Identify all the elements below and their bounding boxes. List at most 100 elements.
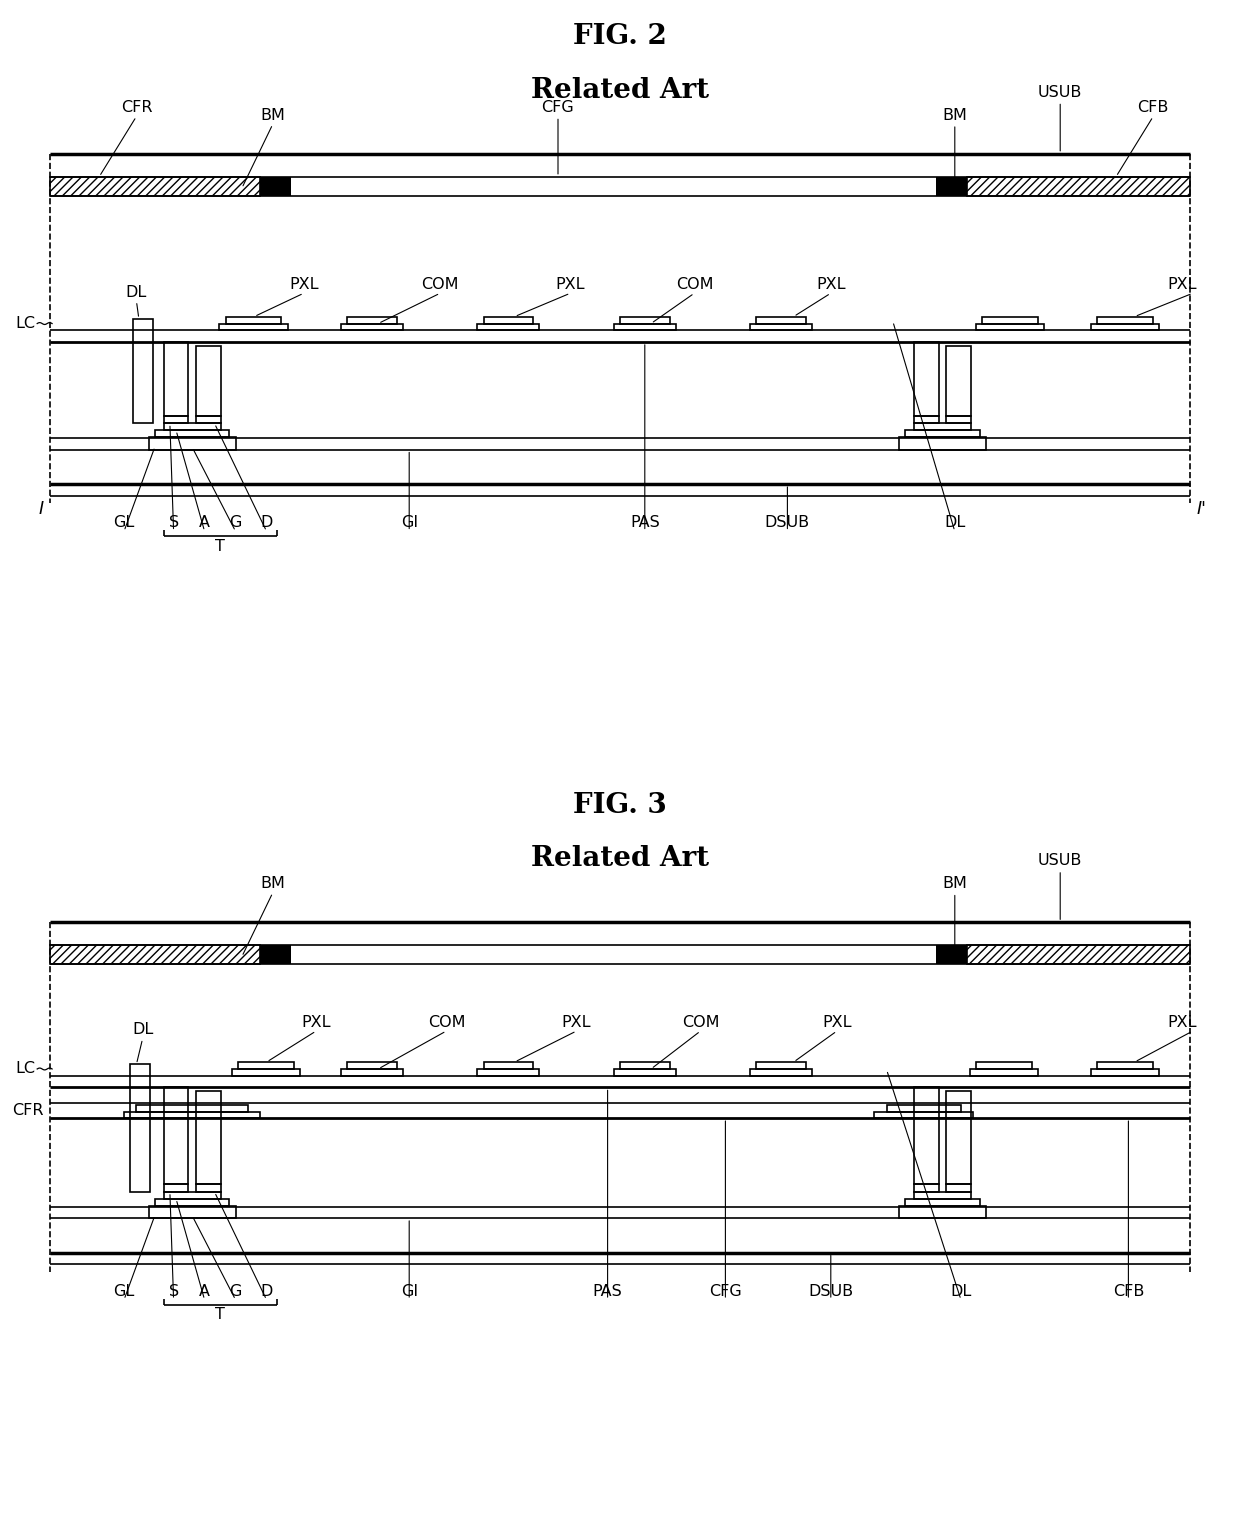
- Text: PXL: PXL: [816, 277, 846, 292]
- Bar: [614, 323, 676, 330]
- Bar: [164, 1088, 188, 1183]
- Text: USUB: USUB: [1038, 85, 1083, 100]
- Text: DL: DL: [944, 515, 966, 530]
- Text: COM: COM: [428, 1014, 465, 1030]
- Text: PAS: PAS: [630, 515, 660, 530]
- Bar: [219, 323, 288, 330]
- Text: PXL: PXL: [556, 277, 585, 292]
- Bar: [899, 437, 986, 449]
- Bar: [946, 1091, 971, 1183]
- Bar: [756, 317, 806, 324]
- Text: GL: GL: [113, 515, 135, 530]
- Bar: [341, 323, 403, 330]
- Text: CFG: CFG: [709, 1283, 742, 1299]
- Text: DL: DL: [950, 1283, 972, 1299]
- Bar: [936, 177, 967, 195]
- Bar: [750, 1070, 812, 1076]
- Text: BM: BM: [942, 108, 967, 123]
- Bar: [614, 1070, 676, 1076]
- Bar: [967, 177, 1190, 195]
- Bar: [905, 430, 980, 437]
- Bar: [887, 1105, 961, 1113]
- Text: S: S: [169, 1283, 179, 1299]
- Bar: [982, 317, 1038, 324]
- Bar: [260, 945, 291, 965]
- Bar: [620, 317, 670, 324]
- Bar: [260, 177, 291, 195]
- Text: FIG. 2: FIG. 2: [573, 23, 667, 51]
- Text: GL: GL: [113, 1283, 135, 1299]
- Text: CFG: CFG: [542, 100, 574, 115]
- Bar: [1097, 317, 1153, 324]
- Bar: [155, 1199, 229, 1205]
- Text: S: S: [169, 515, 179, 530]
- Bar: [164, 423, 221, 430]
- Bar: [341, 1070, 403, 1076]
- Text: PXL: PXL: [301, 1014, 331, 1030]
- Bar: [196, 1183, 221, 1193]
- Text: PAS: PAS: [593, 1283, 622, 1299]
- Bar: [905, 1199, 980, 1205]
- Bar: [124, 1113, 260, 1119]
- Text: G: G: [229, 1283, 242, 1299]
- Bar: [133, 318, 153, 423]
- Bar: [914, 1193, 971, 1199]
- Text: DL: DL: [131, 1022, 154, 1037]
- Text: DL: DL: [125, 284, 148, 300]
- Text: CFR: CFR: [120, 100, 153, 115]
- Text: BM: BM: [942, 876, 967, 891]
- Text: CFR: CFR: [12, 1104, 43, 1117]
- Bar: [196, 1091, 221, 1183]
- Bar: [226, 317, 281, 324]
- Text: LC: LC: [15, 317, 35, 330]
- Bar: [196, 415, 221, 423]
- Bar: [164, 1193, 221, 1199]
- Bar: [936, 945, 967, 965]
- Bar: [232, 1070, 300, 1076]
- Text: G: G: [229, 515, 242, 530]
- Bar: [136, 1105, 248, 1113]
- Bar: [149, 1205, 236, 1217]
- Bar: [164, 341, 188, 415]
- Bar: [1091, 323, 1159, 330]
- Text: CFB: CFB: [1137, 100, 1169, 115]
- Bar: [196, 346, 221, 415]
- Bar: [164, 1183, 188, 1193]
- Text: GI: GI: [401, 1283, 418, 1299]
- Text: FIG. 3: FIG. 3: [573, 792, 667, 819]
- Bar: [347, 317, 397, 324]
- Text: LC: LC: [15, 1062, 35, 1076]
- Bar: [914, 423, 971, 430]
- Bar: [477, 323, 539, 330]
- Text: USUB: USUB: [1038, 853, 1083, 868]
- Bar: [347, 1062, 397, 1070]
- Text: PXL: PXL: [1167, 277, 1197, 292]
- Text: DSUB: DSUB: [808, 1283, 853, 1299]
- Bar: [756, 1062, 806, 1070]
- Bar: [946, 415, 971, 423]
- Bar: [1097, 1062, 1153, 1070]
- Bar: [914, 1088, 939, 1183]
- Bar: [149, 437, 236, 449]
- Bar: [967, 945, 1190, 965]
- Bar: [874, 1113, 973, 1119]
- Bar: [946, 1183, 971, 1193]
- Bar: [50, 945, 260, 965]
- Text: DSUB: DSUB: [765, 515, 810, 530]
- Bar: [970, 1070, 1038, 1076]
- Bar: [238, 1062, 294, 1070]
- Bar: [477, 1070, 539, 1076]
- Bar: [484, 1062, 533, 1070]
- Text: I: I: [38, 500, 43, 518]
- Text: COM: COM: [682, 1014, 719, 1030]
- Bar: [914, 1183, 939, 1193]
- Text: BM: BM: [260, 108, 285, 123]
- Text: Related Art: Related Art: [531, 845, 709, 873]
- Bar: [620, 1062, 670, 1070]
- Bar: [155, 430, 229, 437]
- Text: Related Art: Related Art: [531, 77, 709, 105]
- Bar: [899, 1205, 986, 1217]
- Text: A: A: [200, 1283, 210, 1299]
- Bar: [914, 415, 939, 423]
- Text: T: T: [216, 1306, 224, 1322]
